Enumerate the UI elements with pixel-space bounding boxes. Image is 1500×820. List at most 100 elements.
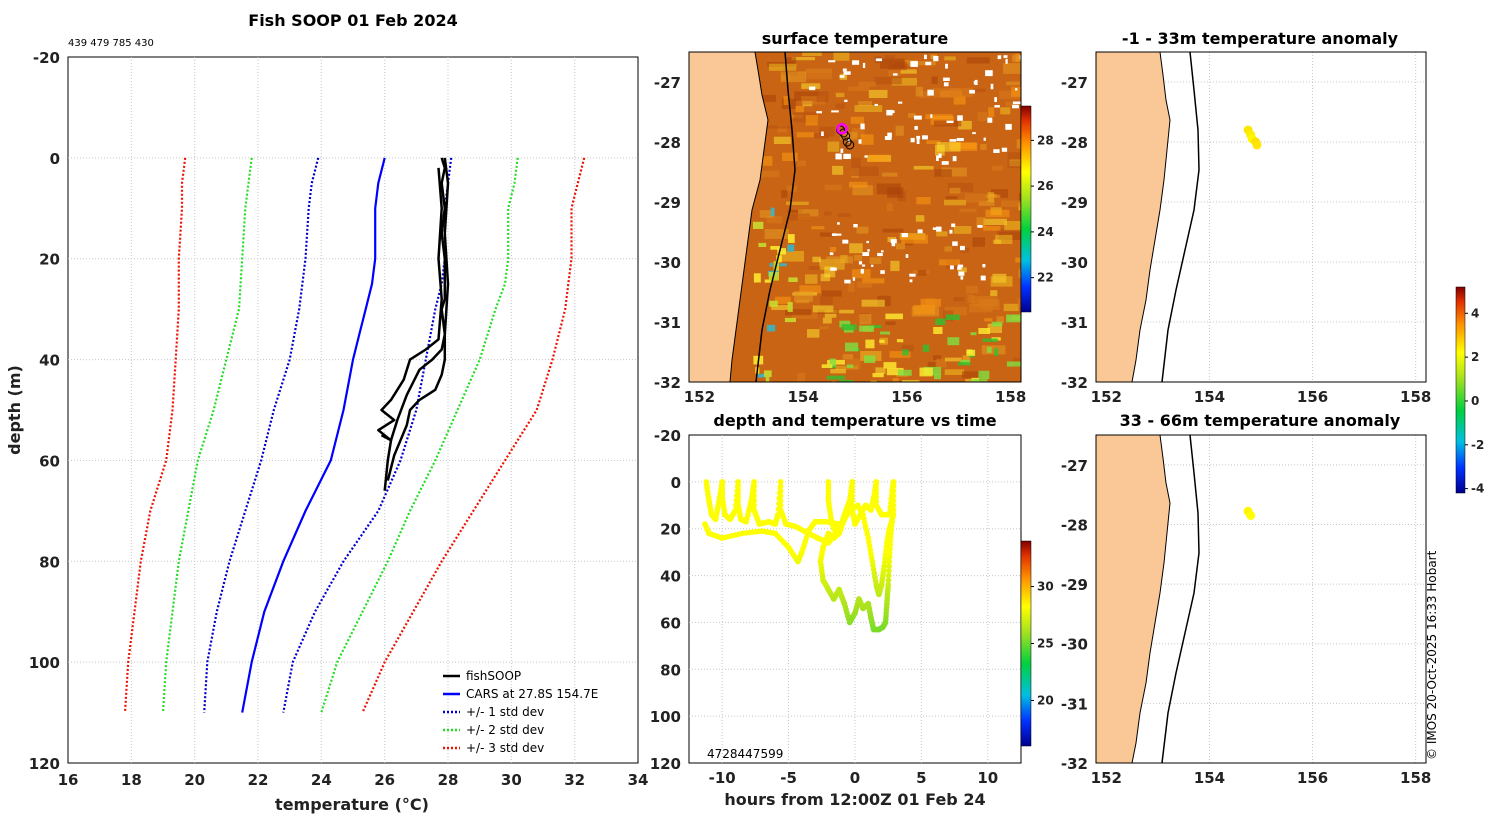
sst-patch (819, 259, 845, 270)
sst-patch (1007, 160, 1021, 169)
sst-cool-patch (934, 374, 941, 380)
sst-cloud-gap (957, 115, 963, 121)
sst-cloud-gap (909, 273, 916, 277)
sst-patch (988, 107, 995, 117)
sst-patch (915, 86, 924, 97)
sst-patch (919, 91, 931, 99)
sst-patch (774, 296, 791, 305)
depth-time-point (873, 490, 879, 497)
sst-patch (933, 120, 962, 127)
sst-patch (846, 358, 861, 370)
sst-cloud-gap (910, 61, 918, 67)
depth-time-point (751, 483, 757, 490)
sst-patch (885, 321, 896, 325)
sst-patch (849, 181, 868, 188)
sst-cloud-gap (994, 97, 997, 102)
sst-patch (760, 170, 780, 178)
sst-cool-patch (922, 344, 930, 352)
profile-x-tick: 34 (628, 771, 649, 789)
sst-cloud-gap (980, 275, 986, 281)
map-x-tick: 158 (1400, 769, 1431, 787)
sst-patch (812, 256, 821, 263)
sst-patch (856, 281, 873, 288)
sst-cloud-gap (983, 137, 986, 141)
sst-patch (849, 243, 863, 254)
profile-x-tick-labels: 16 18 20 22 24 26 28 30 32 34 (58, 771, 649, 789)
sst-patch (944, 56, 956, 61)
anomaly-colorbar-tick: 0 (1471, 394, 1479, 408)
sst-cloud-gap (1001, 147, 1008, 152)
sst-cloud-gap (1019, 55, 1021, 60)
depth-time-x-tick: 10 (977, 769, 998, 787)
sst-cool-patch (839, 320, 851, 328)
sst-patch (997, 229, 1021, 235)
profile-y-tick: 120 (29, 755, 60, 773)
sst-cloud-gap (839, 75, 845, 78)
depth-time-point (890, 488, 897, 495)
sst-cloud-gap (960, 276, 964, 280)
sst-patch (768, 63, 797, 71)
sst-cool-patch (826, 375, 845, 380)
depth-time-y-tick: -20 (654, 427, 681, 445)
sst-patch (827, 141, 840, 152)
depth-time-point (735, 494, 741, 501)
map-x-tick: 154 (1194, 388, 1225, 406)
sst-patch (834, 256, 853, 264)
depth-time-point (751, 502, 757, 509)
sst-cloud-gap (957, 264, 964, 268)
sst-patch (984, 318, 993, 322)
sst-patch (936, 231, 948, 237)
depth-time-point (777, 488, 784, 495)
profile-panel: Fish SOOP 01 Feb 2024 439 479 785 430 16… (5, 11, 648, 814)
sst-patch (835, 92, 845, 98)
sst-patch (830, 247, 837, 252)
sst-cloud-gap (973, 80, 977, 85)
sst-patch (965, 379, 974, 382)
map-y-tick: -28 (1061, 134, 1088, 152)
profile-y-tick: 40 (39, 352, 60, 370)
sst-cloud-gap (880, 270, 885, 274)
sst-patch (908, 113, 916, 118)
sst-coastal-patch (788, 234, 795, 243)
profile-x-tick: 26 (374, 771, 395, 789)
sst-coastal-patch (770, 246, 781, 250)
map-y-tick: -32 (1061, 755, 1088, 773)
sst-cloud-gap (987, 117, 993, 123)
depth-time-y-tick: 40 (660, 568, 681, 586)
legend-label-fishsoop: fishSOOP (466, 669, 521, 683)
profile-x-tick: 20 (184, 771, 205, 789)
sst-patch (771, 305, 788, 310)
sst-patch (1015, 257, 1021, 263)
depth-time-point (777, 493, 784, 499)
sst-cloud-gap (853, 224, 858, 228)
sst-patch (890, 260, 900, 272)
anomaly-deep-title: 33 - 66m temperature anomaly (1120, 411, 1401, 430)
sst-patch (801, 83, 821, 89)
sst-patch (936, 142, 961, 152)
depth-time-point (777, 502, 784, 509)
sst-cloud-gap (877, 252, 883, 257)
sst-patch (802, 52, 822, 56)
sst-patch (953, 226, 972, 234)
sst-patch (759, 156, 773, 166)
sst-cool-patch (994, 348, 999, 356)
sst-patch (895, 125, 904, 136)
sst-patch (1012, 54, 1021, 62)
sst-patch (783, 96, 790, 106)
map-y-tick: -31 (1061, 695, 1088, 713)
anomaly-colorbar-tick: 4 (1471, 306, 1479, 320)
sst-cool-patch (879, 339, 885, 343)
sst-coastal-patch (769, 262, 773, 267)
sst-cool-patch (902, 380, 920, 382)
depth-time-point (735, 486, 741, 493)
sst-patch (819, 126, 835, 137)
sst-cloud-gap (951, 223, 956, 228)
sst-cloud-gap (1015, 88, 1018, 91)
sst-texture (753, 52, 1021, 382)
sst-cloud-gap (969, 89, 975, 94)
sst-patch (782, 152, 798, 162)
depth-time-panel: depth and temperature vs time -10 -5 0 5 10-… (650, 411, 1054, 809)
sst-cloud-gap (809, 86, 816, 91)
sst-coastal-patch (756, 373, 767, 378)
